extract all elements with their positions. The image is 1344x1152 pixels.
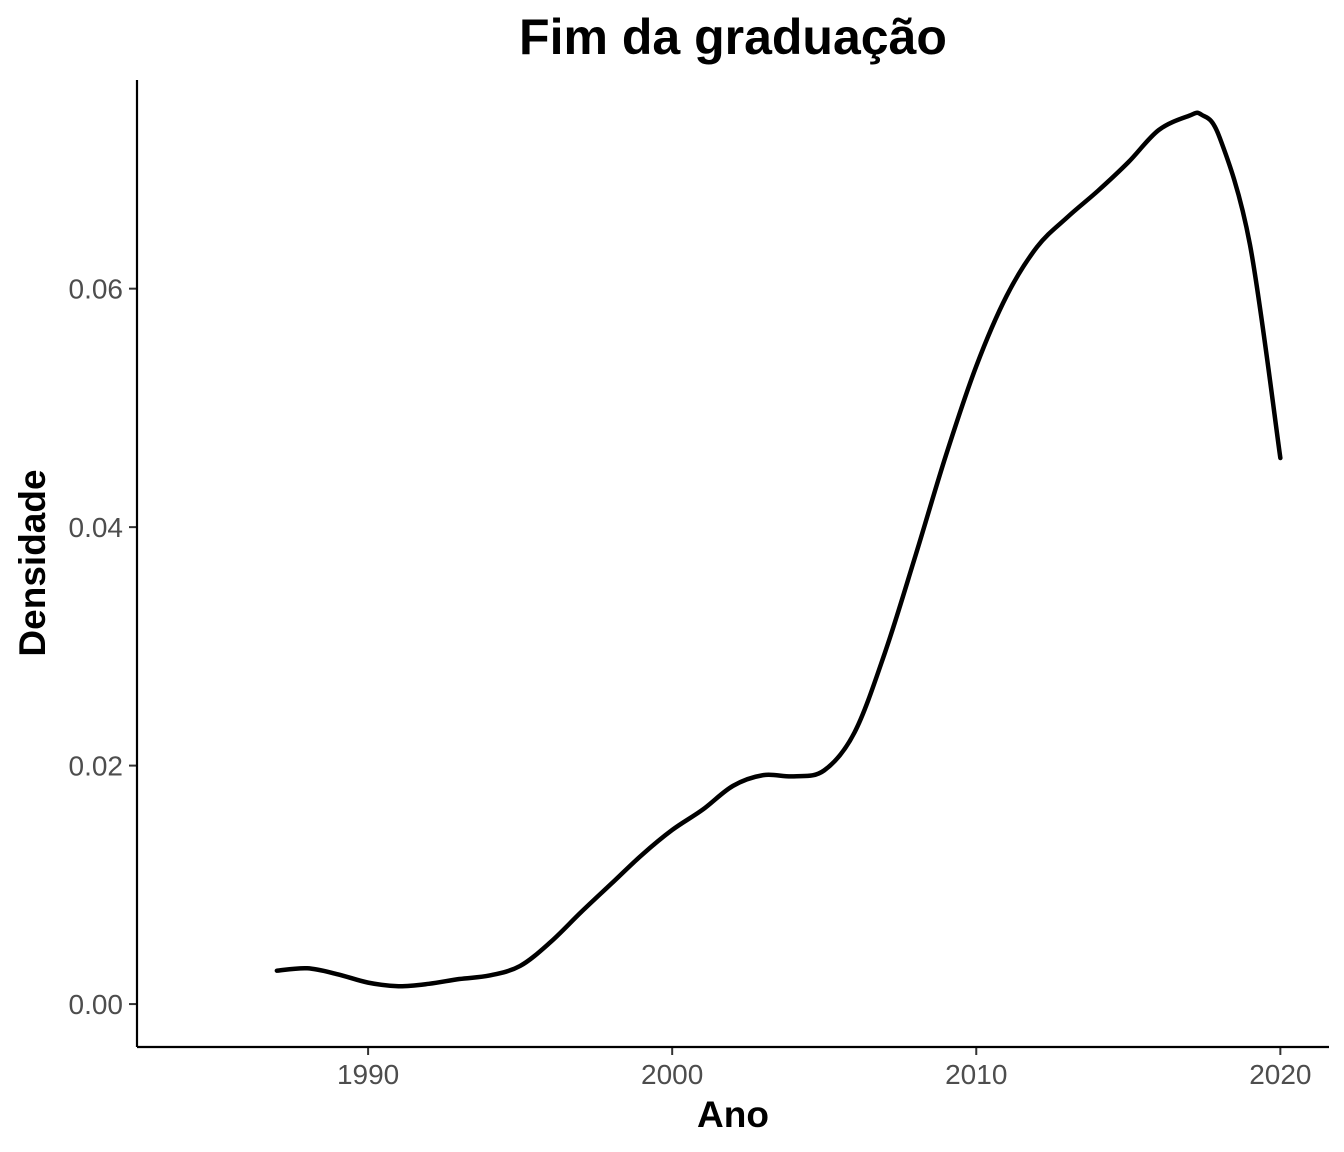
- density-line: [274, 110, 1283, 989]
- y-axis-title: Densidade: [12, 469, 53, 656]
- y-axis-ticks: 0.00 0.02 0.04 0.06: [69, 274, 137, 1020]
- x-tick-label: 2010: [945, 1059, 1007, 1090]
- x-tick-label: 2000: [641, 1059, 703, 1090]
- y-tick-label: 0.06: [69, 274, 124, 305]
- y-tick-label: 0.04: [69, 512, 124, 543]
- x-axis-title: Ano: [697, 1094, 769, 1135]
- chart-title: Fim da graduação: [519, 9, 947, 65]
- y-tick-label: 0.00: [69, 989, 124, 1020]
- x-tick-label: 2020: [1249, 1059, 1311, 1090]
- series-layer: [274, 110, 1283, 989]
- y-tick-label: 0.02: [69, 751, 124, 782]
- x-tick-label: 1990: [337, 1059, 399, 1090]
- x-axis-ticks: 1990 2000 2010 2020: [337, 1047, 1311, 1090]
